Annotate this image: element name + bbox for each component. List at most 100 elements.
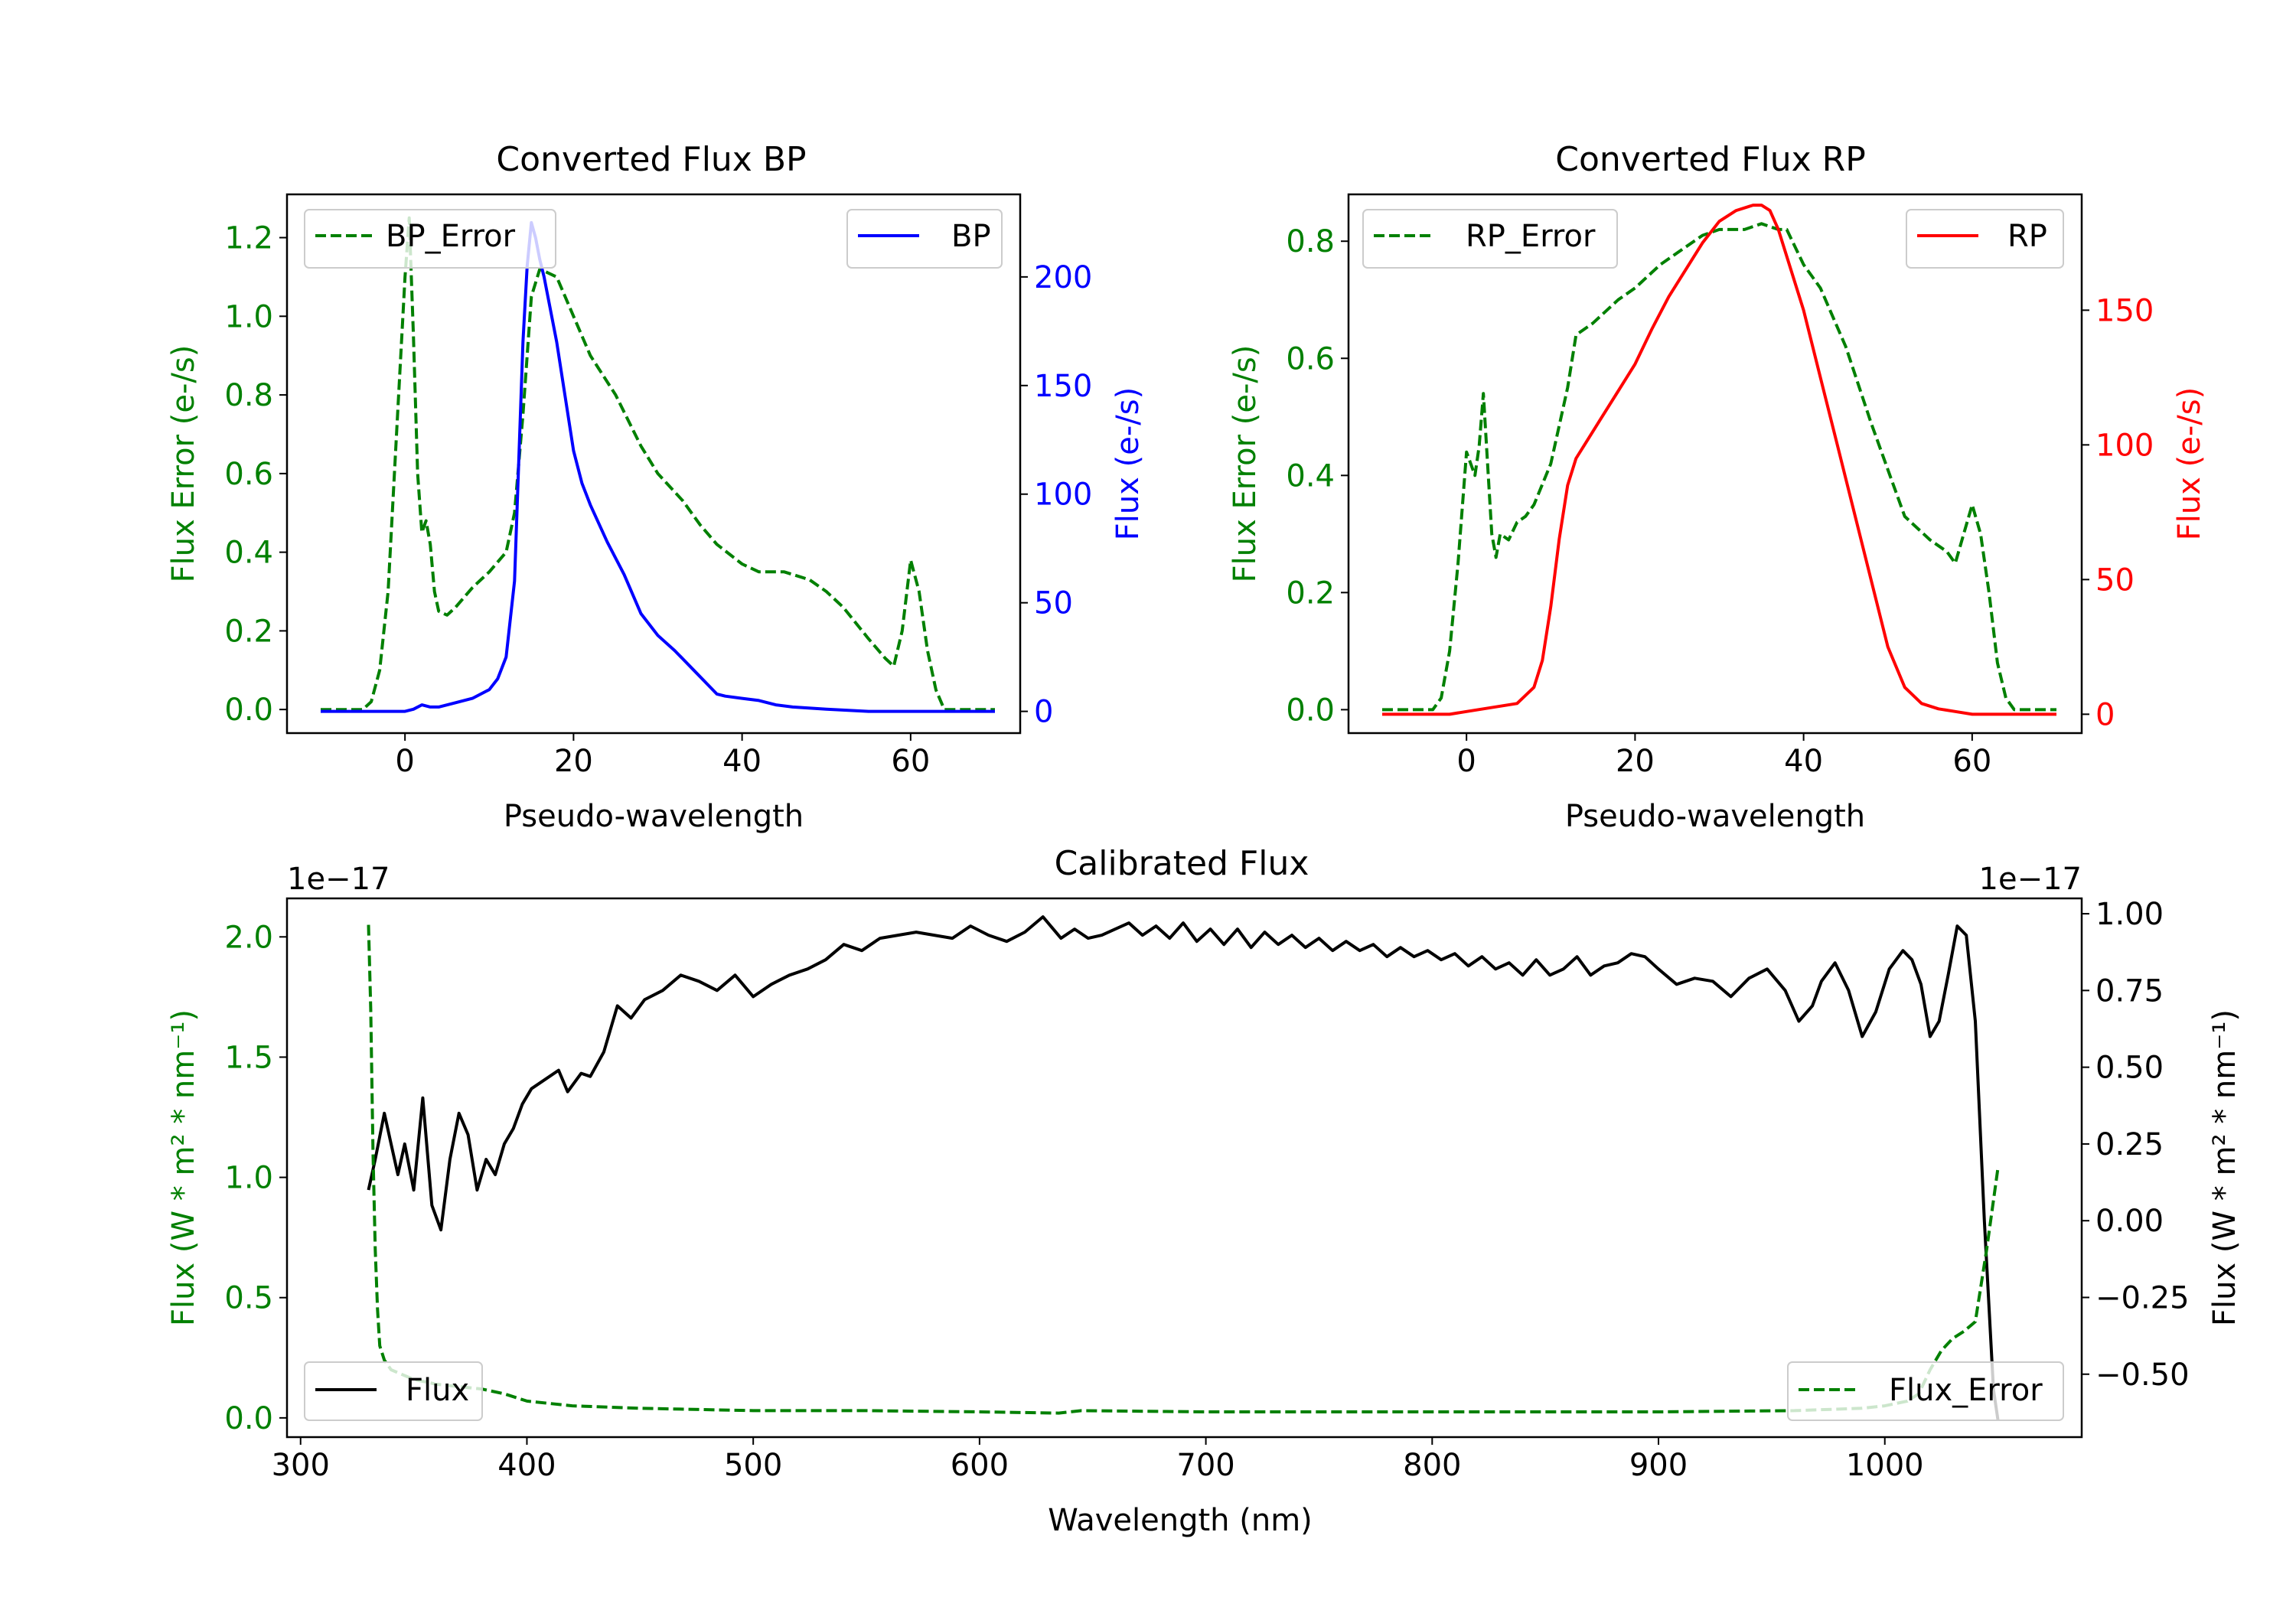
- calibrated-x-tick-label: 500: [724, 1448, 782, 1483]
- rp-right-axis-label: Flux (e-/s): [2172, 387, 2207, 540]
- calibrated-right-tick-label: 0.00: [2095, 1204, 2164, 1239]
- bp-left-tick-label: 0.6: [224, 457, 273, 492]
- calibrated-x-tick-label: 700: [1176, 1448, 1234, 1483]
- bp-right-tick-label: 200: [1034, 260, 1092, 295]
- calibrated-right-tick-label: −0.25: [2095, 1280, 2190, 1315]
- bp-x-tick-label: 40: [722, 744, 762, 779]
- rp-error-legend-label: RP_Error: [1466, 219, 1596, 254]
- bp-plot-frame: [285, 193, 1022, 735]
- rp-legend-right-box: [1906, 209, 2064, 269]
- rp-right-tick-label: 0: [2095, 697, 2115, 732]
- bp-x-tick-label: 0: [395, 744, 414, 779]
- bp-legend-right: BP: [846, 209, 1003, 269]
- bp-x-tick-label: 60: [891, 744, 930, 779]
- rp-x-axis-label: Pseudo-wavelength: [1565, 799, 1865, 834]
- bp-series-bp: [321, 220, 995, 713]
- calibrated-legend-right: Flux_Error: [1787, 1361, 2064, 1421]
- rp-series-rp-error: [1382, 222, 2056, 712]
- calibrated-series-flux: [367, 915, 2000, 1421]
- rp-legend-left: RP_Error: [1362, 209, 1618, 269]
- rp-series-layer: [1382, 204, 2056, 716]
- rp-left-tick-label: 0.4: [1286, 458, 1335, 494]
- calibrated-left-tick-label: 2.0: [224, 920, 273, 955]
- rp-right-tick-label: 150: [2095, 293, 2154, 328]
- rp-plot-frame: [1347, 193, 2083, 735]
- rp-left-axis-label: Flux Error (e-/s): [1228, 345, 1263, 583]
- bp-left-y-ticks: 0.0 0.2 0.4 0.6 0.8 1.0 1.2: [224, 221, 287, 728]
- rp-series-rp: [1382, 204, 2056, 716]
- calibrated-plot-frame: [285, 897, 2083, 1439]
- rp-x-tick-label: 40: [1784, 744, 1823, 779]
- rp-left-tick-label: 0.0: [1286, 693, 1335, 728]
- bp-right-tick-label: 150: [1034, 369, 1092, 404]
- calibrated-x-tick-label: 300: [272, 1448, 330, 1483]
- bp-series-layer: [321, 216, 995, 713]
- rp-left-y-ticks: 0.0 0.2 0.4 0.6 0.8: [1286, 224, 1349, 728]
- bp-left-tick-label: 0.0: [224, 693, 273, 728]
- bp-legend-left-box: [304, 209, 556, 269]
- calibrated-x-tick-label: 400: [497, 1448, 556, 1483]
- bp-x-axis-label: Pseudo-wavelength: [504, 799, 804, 834]
- calibrated-right-tick-label: 1.00: [2095, 897, 2164, 932]
- calibrated-right-y-ticks: −0.50 −0.25 0.00 0.25 0.50 0.75 1.00: [2082, 897, 2190, 1393]
- bp-right-axis-label: Flux (e-/s): [1110, 387, 1146, 540]
- calibrated-left-tick-label: 0.0: [224, 1401, 273, 1436]
- bp-right-tick-label: 0: [1034, 695, 1053, 730]
- bp-error-legend-label: BP_Error: [386, 219, 516, 254]
- bp-right-y-ticks: 0 50 100 150 200: [1020, 260, 1092, 730]
- calibrated-series-layer: [367, 915, 2000, 1421]
- calibrated-x-tick-label: 1000: [1846, 1448, 1924, 1483]
- bp-title: Converted Flux BP: [496, 140, 806, 179]
- calibrated-left-tick-label: 1.0: [224, 1161, 273, 1196]
- calibrated-x-ticks: 300 400 500 600 700 800 900 1000: [272, 1437, 1924, 1483]
- calibrated-right-offset: 1e−17: [1979, 862, 2082, 897]
- flux-error-legend-label: Flux_Error: [1889, 1373, 2043, 1408]
- bp-left-tick-label: 0.8: [224, 378, 273, 413]
- calibrated-left-offset: 1e−17: [287, 862, 390, 897]
- bp-legend-label: BP: [951, 219, 991, 254]
- rp-left-tick-label: 0.8: [1286, 224, 1335, 259]
- bp-left-tick-label: 0.4: [224, 536, 273, 571]
- rp-right-tick-label: 100: [2095, 428, 2154, 463]
- bp-x-tick-label: 20: [554, 744, 593, 779]
- calibrated-x-tick-label: 900: [1629, 1448, 1688, 1483]
- rp-right-tick-label: 50: [2095, 562, 2135, 598]
- calibrated-left-axis-label: Flux (W * m² * nm⁻¹): [166, 1009, 201, 1326]
- rp-x-tick-label: 0: [1456, 744, 1476, 779]
- rp-legend-label: RP: [2007, 219, 2047, 254]
- rp-x-tick-label: 20: [1616, 744, 1655, 779]
- calibrated-left-tick-label: 0.5: [224, 1281, 273, 1316]
- calibrated-left-y-ticks: 0.0 0.5 1.0 1.5 2.0: [224, 920, 287, 1436]
- calibrated-right-tick-label: 0.75: [2095, 973, 2164, 1009]
- rp-left-tick-label: 0.6: [1286, 341, 1335, 376]
- calibrated-x-tick-label: 600: [951, 1448, 1009, 1483]
- rp-panel: Converted Flux RP 0 20 40 60 0.00.20.40.60.…: [1228, 140, 2207, 834]
- calibrated-right-axis-label: Flux (W * m² * nm⁻¹): [2207, 1009, 2242, 1326]
- rp-x-tick-label: 60: [1952, 744, 1991, 779]
- bp-left-axis-label: Flux Error (e-/s): [166, 345, 201, 583]
- calibrated-x-axis-label: Wavelength (nm): [1048, 1503, 1313, 1538]
- rp-left-tick-label: 0.2: [1286, 575, 1335, 611]
- bp-right-tick-label: 50: [1034, 586, 1073, 621]
- flux-error-legend-box: [1787, 1361, 2064, 1421]
- calibrated-right-tick-label: 0.25: [2095, 1127, 2164, 1162]
- bp-x-ticks: 0 20 40 60: [395, 733, 930, 779]
- rp-title: Converted Flux RP: [1555, 140, 1866, 179]
- bp-left-tick-label: 1.2: [224, 221, 273, 256]
- bp-left-tick-label: 1.0: [224, 299, 273, 334]
- bp-panel: Converted Flux BP 0 20 40 60 0.00.20.40.60.…: [166, 140, 1146, 834]
- calibrated-right-tick-label: −0.50: [2095, 1358, 2190, 1393]
- rp-legend-right: RP: [1906, 209, 2064, 269]
- calibrated-title: Calibrated Flux: [1055, 844, 1309, 883]
- calibrated-panel: Calibrated Flux 1e−17 1e−17 300 400 500 600…: [166, 844, 2242, 1538]
- calibrated-x-tick-label: 800: [1403, 1448, 1461, 1483]
- bp-left-tick-label: 0.2: [224, 614, 273, 649]
- flux-legend-box: [304, 1361, 483, 1421]
- bp-legend-left: BP_Error: [304, 209, 556, 269]
- bp-series-bp-error: [321, 216, 995, 712]
- rp-right-y-ticks: 0 50 100 150: [2082, 293, 2154, 732]
- bp-legend-right-box: [846, 209, 1003, 269]
- calibrated-right-tick-label: 0.50: [2095, 1051, 2164, 1086]
- calibrated-series-flux-error: [367, 924, 2000, 1415]
